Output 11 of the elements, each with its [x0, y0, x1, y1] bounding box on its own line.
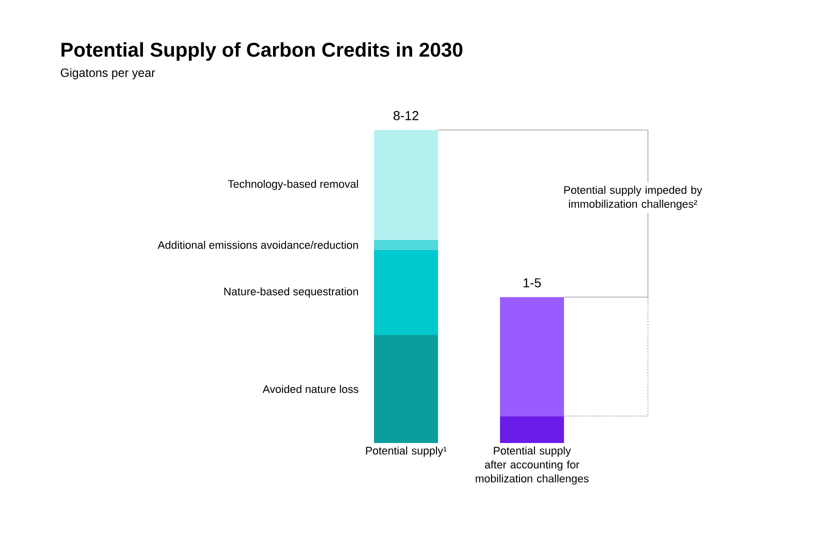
text: Potential Supply of Carbon Credits in 2030	[62, 42, 462, 61]
series-label: Additional emissions avoidance/reduction	[158, 240, 358, 249]
x-tick-label: Potential supply¹	[366, 446, 447, 457]
x-tick-label: Potential supply after accounting for mobilization challenges	[476, 446, 589, 485]
text: Gigatons per year	[60, 68, 156, 80]
series-label: Technology-based removal	[228, 180, 358, 190]
series-label: Avoided nature loss	[262, 384, 358, 394]
total-label: 1-5	[524, 278, 541, 288]
annotation: Potential supply impeded by immobilization challenges²	[564, 186, 702, 210]
series-label: Nature-based sequestration	[224, 287, 358, 298]
total-label: 8-12	[394, 111, 418, 120]
